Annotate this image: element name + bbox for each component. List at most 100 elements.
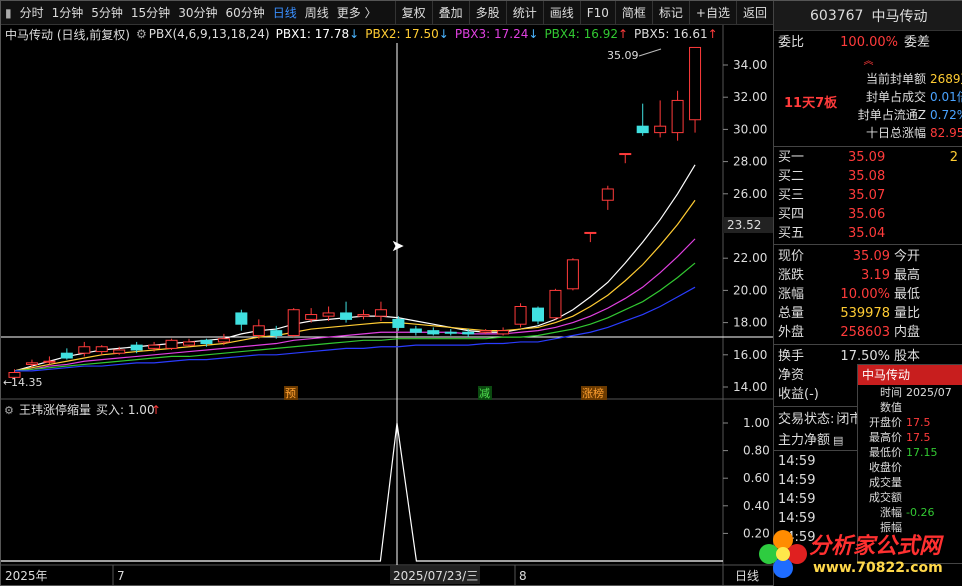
tab-15min[interactable]: 15分钟 xyxy=(130,5,171,20)
multi-stock-button[interactable]: 多股 xyxy=(468,0,506,25)
f10-button[interactable]: F10 xyxy=(579,0,615,25)
popup-value: 2025/07 xyxy=(906,386,952,399)
overlay-button[interactable]: 叠加 xyxy=(431,0,469,25)
pbx2-value: PBX2: 17.50 xyxy=(365,27,439,41)
bid-price: 35.08 xyxy=(848,169,886,184)
chart-frame xyxy=(1,25,773,586)
tab-1min[interactable]: 1分钟 xyxy=(51,5,84,20)
sub-y-tick-label: 0.20 xyxy=(743,526,770,540)
indicator-settings-icon[interactable]: ⚙ xyxy=(136,27,147,41)
y-tick-label: 16.00 xyxy=(733,348,767,362)
tick-time: 14:59 xyxy=(778,492,816,507)
stats-button[interactable]: 统计 xyxy=(505,0,543,25)
stat-value: 539978 xyxy=(840,306,890,321)
collapse-icon[interactable]: ︽ xyxy=(863,56,874,67)
bid-label: 买三 xyxy=(778,188,805,203)
down-arrow-icon: ↓ xyxy=(438,27,449,41)
draw-line-button[interactable]: 画线 xyxy=(542,0,580,25)
candle xyxy=(78,341,91,357)
candle xyxy=(287,308,300,338)
stat-row: 涨幅 10.00% 最低 xyxy=(774,285,962,304)
weibi-label: 委比 xyxy=(778,35,805,50)
bar-info-popup: 中马传动 时间 2025/07 数值 开盘价 17.5 最高价 17.5 最低价 17.… xyxy=(857,364,962,564)
stock-name: 中马传动 xyxy=(871,8,928,25)
tick-time: 14:59 xyxy=(778,473,816,488)
stat-label: 总量 xyxy=(778,306,805,321)
net-asset-label: 净资 xyxy=(778,368,805,383)
popup-key: 最高价 xyxy=(869,431,902,444)
bid-row: 买五 35.04 xyxy=(774,224,962,243)
earnings-label: 收益(-) xyxy=(778,387,819,402)
seal-label-0: 当前封单额 xyxy=(865,72,926,86)
stat-row: 涨跌 3.19 最高 xyxy=(774,266,962,285)
bid-row: 买一 35.09 2 xyxy=(774,148,962,167)
pbx4-value: PBX4: 16.92 xyxy=(544,27,618,41)
marker-yu: 预 xyxy=(285,387,296,400)
tab-5min[interactable]: 5分钟 xyxy=(91,5,123,20)
tab-fenshi[interactable]: 分时 xyxy=(19,5,44,20)
stat-label2: 今开 xyxy=(894,249,921,264)
candle xyxy=(532,306,544,325)
watermark-text: 分析家公式网 xyxy=(809,534,942,559)
stats-block: 现价 35.09 今开 涨跌 3.19 最高 涨幅 10.00% 最低 总量 539978 量比… xyxy=(774,244,962,342)
tab-more[interactable]: 更多 〉 xyxy=(336,5,377,20)
candle xyxy=(130,341,143,354)
kline-chart[interactable]: 34.0032.0030.0028.0026.0024.0022.0020.00… xyxy=(1,25,773,586)
y-tick-label: 28.00 xyxy=(733,155,767,169)
turnover-block: 换手 17.50% 股本 净资 收益(-) xyxy=(774,344,962,404)
stat-row: 外盘 258603 内盘 xyxy=(774,323,962,342)
candle xyxy=(95,345,108,355)
candle xyxy=(305,308,318,323)
adjust-button[interactable]: 复权 xyxy=(394,0,432,25)
mark-button[interactable]: 标记 xyxy=(651,0,689,25)
candle xyxy=(25,359,38,368)
stat-label2: 内盘 xyxy=(894,325,921,340)
tick-time: 14:59 xyxy=(778,454,816,469)
sub-indicator-name[interactable]: 王玮涨停缩量 xyxy=(19,402,91,417)
indicator-name[interactable]: PBX(4,6,9,13,18,24) xyxy=(148,27,270,41)
bid-list: 买一 35.09 2 买二 35.08 买三 35.07 买四 35.06 买五 35.04 xyxy=(774,146,962,243)
popup-value: -0.26 xyxy=(906,506,935,519)
x-axis-july: 7 xyxy=(117,569,125,583)
simple-frame-button[interactable]: 简框 xyxy=(614,0,652,25)
add-watchlist-button[interactable]: +自选 xyxy=(688,0,736,25)
tab-weekly[interactable]: 周线 xyxy=(304,5,329,20)
bid-price: 35.04 xyxy=(848,226,886,241)
popup-key: 数值 xyxy=(880,401,902,414)
ma-lines xyxy=(14,164,696,372)
main-net-label[interactable]: 主力净额 xyxy=(778,433,831,448)
popup-value: 17.5 xyxy=(906,416,931,429)
stat-label2: 量比 xyxy=(894,306,921,321)
back-button[interactable]: 返回 xyxy=(735,0,773,25)
tab-60min[interactable]: 60分钟 xyxy=(225,5,265,20)
y-tick-label: 22.00 xyxy=(733,251,767,265)
candle xyxy=(322,306,335,321)
marker-jian: 减 xyxy=(479,387,490,400)
tab-30min[interactable]: 30分钟 xyxy=(178,5,218,20)
flower-logo-icon xyxy=(759,530,807,578)
candle xyxy=(689,46,702,133)
candle xyxy=(235,309,248,331)
candle xyxy=(252,319,265,339)
turnover-value: 17.50% xyxy=(840,349,890,364)
x-axis-cursor-date: 2025/07/23/三 xyxy=(393,569,478,583)
list-icon[interactable]: ▤ xyxy=(833,434,844,447)
menu-icon[interactable]: ▮ xyxy=(5,5,12,20)
candle xyxy=(497,327,510,336)
candle xyxy=(113,346,126,355)
weicha-label: 委差 xyxy=(904,35,931,50)
stat-label: 涨幅 xyxy=(778,287,805,302)
y-tick-label: 34.00 xyxy=(733,58,767,72)
tab-daily[interactable]: 日线 xyxy=(272,5,297,20)
sub-settings-icon[interactable]: ⚙ xyxy=(4,404,14,417)
signal-line xyxy=(1,422,723,562)
seal-value-1: 0.01倍 xyxy=(930,90,962,104)
stat-row: 总量 539978 量比 xyxy=(774,304,962,323)
stat-value: 10.00% xyxy=(840,287,890,302)
stat-label2: 最高 xyxy=(894,268,921,283)
candle xyxy=(340,301,353,323)
y-tick-label: 14.00 xyxy=(733,380,767,394)
left-arrow-icon: ← xyxy=(3,376,12,389)
stock-code: 603767 xyxy=(810,7,864,24)
candle xyxy=(514,303,527,328)
